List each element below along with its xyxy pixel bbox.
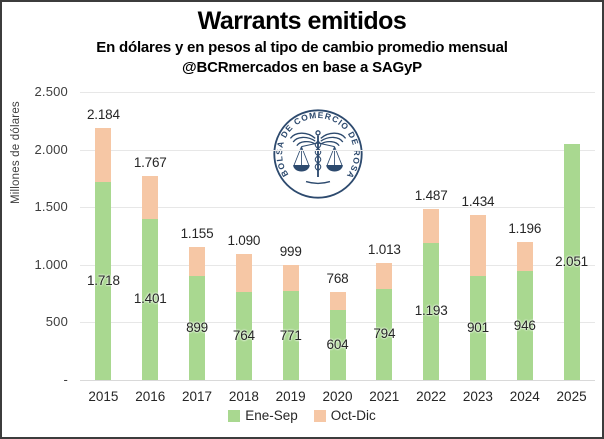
bar-total-label: 1.196 — [508, 221, 542, 237]
bar-total-label: 1.155 — [180, 225, 214, 241]
bar-segment-oct-dic — [235, 254, 252, 292]
gridline — [80, 92, 595, 93]
x-axis-tick-label: 2015 — [88, 389, 119, 404]
gridline — [80, 149, 595, 151]
bar-total-label: 1.013 — [367, 242, 401, 258]
bar-segment-ene-sep — [282, 291, 299, 380]
x-axis-tick-label: 2021 — [369, 389, 400, 404]
gridline — [80, 207, 595, 209]
chart-subtitle-line1: En dólares y en pesos al tipo de cambio … — [96, 39, 508, 56]
bar-segment-ene-sep — [516, 271, 533, 380]
bar-value-label: 2.051 — [555, 253, 588, 269]
y-axis-tick-label: 2.000 — [34, 141, 68, 157]
bar-segment-oct-dic — [376, 263, 393, 289]
bar-segment-oct-dic — [469, 214, 486, 277]
chart-legend: Ene-Sep Oct-Dic — [2, 408, 602, 423]
x-axis-tick-label: 2024 — [509, 389, 540, 404]
bar-value-label: 1.718 — [87, 273, 120, 289]
chart-subtitle-line2: @BCRmercados en base a SAGyP — [182, 59, 422, 76]
x-axis-tick-label: 2020 — [322, 389, 353, 404]
bar-segment-oct-dic — [282, 264, 299, 292]
bar-total-label: 1.767 — [133, 155, 167, 171]
x-axis-tick-label: 2017 — [182, 389, 213, 404]
bar-segment-oct-dic — [423, 208, 440, 243]
bar-value-label: 604 — [326, 337, 349, 353]
bar-segment-ene-sep — [423, 242, 440, 380]
bar-segment-oct-dic — [329, 291, 346, 311]
legend-label: Oct-Dic — [330, 408, 376, 423]
bar-segment-ene-sep — [376, 288, 393, 380]
x-axis-tick-label: 2019 — [275, 389, 306, 404]
gridline — [80, 264, 595, 266]
bar-total-label: 768 — [326, 270, 349, 286]
y-axis-tick-label: 1.500 — [34, 199, 68, 215]
bar-segment-ene-sep — [95, 182, 112, 380]
bar-segment-oct-dic — [142, 176, 159, 219]
legend-swatch — [313, 409, 326, 422]
bar-value-label: 1.193 — [414, 303, 448, 319]
bar-segment-oct-dic — [95, 128, 112, 183]
chart-title: Warrants emitidos — [197, 7, 407, 35]
bar-segment-ene-sep — [142, 218, 159, 380]
bar-total-label: 2.184 — [87, 107, 120, 123]
bar-value-label: 794 — [373, 326, 396, 342]
bar-segment-ene-sep — [469, 276, 486, 380]
gridline — [80, 380, 595, 381]
bar-total-label: 1.434 — [461, 193, 495, 209]
legend-item: Ene-Sep — [228, 408, 298, 423]
bar-value-label: 771 — [279, 327, 302, 343]
bar-segment-ene-sep — [235, 291, 252, 380]
legend-label: Ene-Sep — [245, 408, 298, 423]
y-axis-tick-label: 500 — [45, 314, 68, 330]
bar-segment-ene-sep — [329, 310, 346, 380]
y-axis-tick-label: - — [63, 372, 68, 387]
bar-total-label: 999 — [279, 243, 302, 259]
legend-swatch — [228, 409, 241, 422]
legend-item: Oct-Dic — [313, 408, 376, 423]
bar-total-label: 1.487 — [414, 187, 448, 203]
bcr-logo: BOLSA DE COMERCIO DE ROSARIO — [272, 108, 363, 199]
bar-total-label: 1.090 — [227, 233, 261, 249]
x-axis-tick-label: 2016 — [135, 389, 166, 404]
bar-segment-oct-dic — [189, 246, 206, 277]
caduceus-scales-icon — [289, 130, 347, 185]
x-axis-tick-label: 2023 — [462, 389, 493, 404]
bar-value-label: 946 — [513, 317, 536, 333]
bar-value-label: 764 — [232, 327, 255, 343]
x-axis-tick-label: 2022 — [416, 389, 447, 404]
bar-segment-ene-sep — [563, 143, 580, 380]
bar-value-label: 901 — [466, 320, 489, 336]
bar-value-label: 1.401 — [133, 291, 167, 307]
y-axis-tick-label: 2.500 — [34, 84, 68, 99]
x-axis-tick-label: 2025 — [556, 389, 587, 404]
y-axis-tick-label: 1.000 — [34, 256, 68, 272]
bar-segment-oct-dic — [516, 242, 533, 272]
x-axis-tick-label: 2018 — [228, 389, 259, 404]
bar-value-label: 899 — [186, 320, 208, 336]
bar-segment-ene-sep — [189, 276, 206, 380]
